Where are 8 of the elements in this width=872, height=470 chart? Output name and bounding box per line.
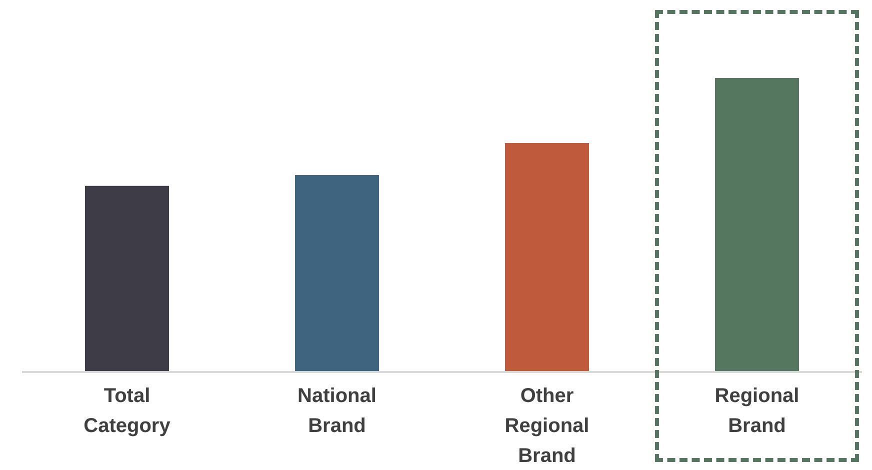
x-tick-label: Total Category [84, 385, 172, 437]
bar [85, 186, 169, 372]
x-tick-label: Other Regional Brand [504, 385, 590, 467]
bar [505, 142, 589, 372]
x-tick-label: National Brand [298, 385, 376, 437]
bar [295, 175, 379, 372]
x-tick-label: Regional Brand [714, 385, 800, 437]
bar [715, 78, 799, 372]
